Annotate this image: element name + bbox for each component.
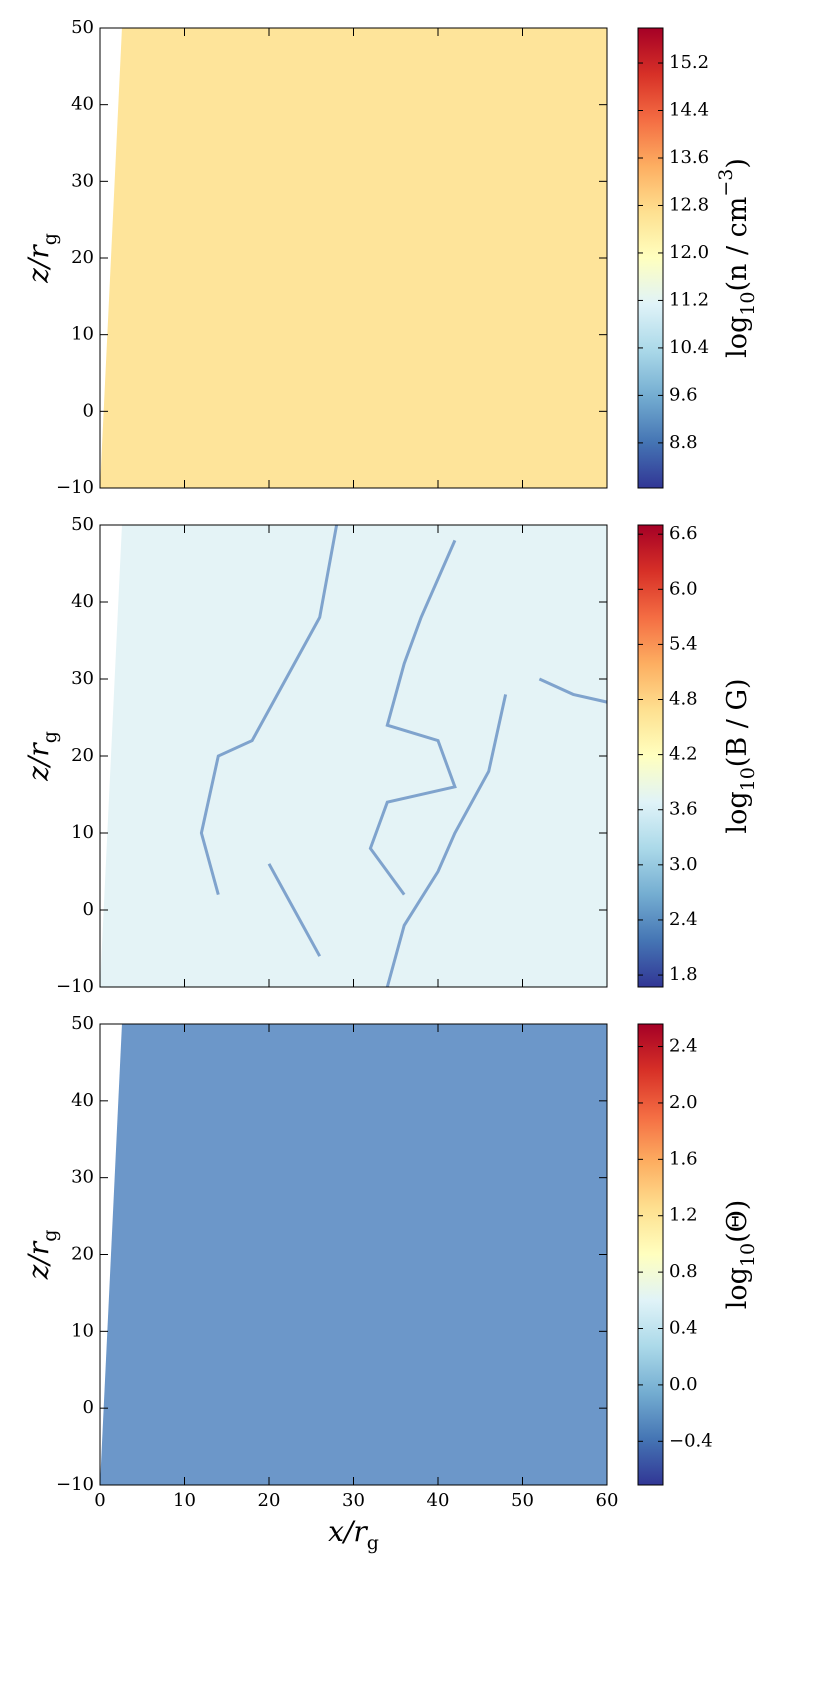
y-tick-label: −10 — [56, 976, 94, 997]
domain-edge — [100, 525, 122, 987]
colorbar-tick-label: 9.6 — [669, 384, 698, 405]
field-vein — [385, 694, 508, 987]
label-part: ) — [722, 158, 753, 169]
colorbar — [637, 524, 664, 988]
colorbar-tick-label: 1.6 — [669, 1148, 698, 1169]
colorbar-label: log10(Θ) — [722, 1200, 760, 1310]
y-tick-label: 30 — [71, 170, 94, 191]
colorbar-tick-label: 0.4 — [669, 1318, 698, 1339]
y-tick-label: 20 — [71, 745, 94, 766]
x-tick-label: 50 — [511, 1490, 534, 1511]
colorbar — [637, 1023, 664, 1486]
colorbar-tick-label: 1.8 — [669, 964, 698, 985]
colorbar-label: log10(B / G) — [722, 678, 760, 833]
colorbar-tick-label: 4.8 — [669, 689, 698, 710]
colorbar-tick-label: 13.6 — [669, 147, 709, 168]
y-tick-label: 0 — [83, 400, 94, 421]
label-part: (B / G) — [722, 678, 753, 767]
y-tick-label: 0 — [83, 899, 94, 920]
y-tick-label: 50 — [71, 17, 94, 38]
y-tick-label: 40 — [71, 1090, 94, 1111]
colorbar-tick-label: 0.0 — [669, 1374, 698, 1395]
x-tick-label: 20 — [258, 1490, 281, 1511]
colorbar — [637, 27, 664, 489]
colorbar-tick-label: 2.4 — [669, 909, 698, 930]
x-tick-label: 60 — [596, 1490, 619, 1511]
label-part: z/r — [22, 244, 55, 284]
x-tick-label: 10 — [173, 1490, 196, 1511]
y-tick-label: 40 — [71, 591, 94, 612]
y-tick-label: 20 — [71, 1244, 94, 1265]
colorbar-tick-label: 2.0 — [669, 1092, 698, 1113]
y-tick-label: 0 — [83, 1397, 94, 1418]
colorbar-tick-label: 15.2 — [669, 52, 709, 73]
label-part: g — [367, 1532, 379, 1554]
label-part: x/r — [328, 1515, 368, 1548]
field-region — [100, 525, 607, 987]
colorbar-tick-label: 3.6 — [669, 799, 698, 820]
label-part: log — [722, 791, 753, 833]
colorbar-tick-label: 12.0 — [669, 242, 709, 263]
colorbar-tick-label: 12.8 — [669, 194, 709, 215]
label-part: (Θ) — [722, 1200, 753, 1243]
x-tick-label: 30 — [342, 1490, 365, 1511]
field-region — [100, 1024, 607, 1485]
colorbar-tick-label: 10.4 — [669, 337, 709, 358]
y-axis-label: z/rg — [22, 731, 62, 782]
field-vein — [199, 525, 339, 895]
field-vein — [267, 863, 322, 957]
y-tick-label: 20 — [71, 247, 94, 268]
label-part: g — [39, 233, 61, 245]
y-tick-label: 30 — [71, 668, 94, 689]
y-tick-label: 50 — [71, 514, 94, 535]
colorbar-tick-label: −0.4 — [669, 1430, 713, 1451]
x-tick-label: 40 — [427, 1490, 450, 1511]
label-part: z/r — [22, 742, 55, 782]
field-vein — [368, 539, 457, 896]
y-tick-label: 10 — [71, 822, 94, 843]
colorbar-tick-label: 3.0 — [669, 854, 698, 875]
x-axis-label: x/rg — [328, 1515, 379, 1555]
y-axis-label: z/rg — [22, 1230, 62, 1281]
colorbar-tick-label: 1.2 — [669, 1205, 698, 1226]
domain-edge — [100, 1024, 122, 1485]
label-part: 10 — [737, 1243, 759, 1267]
field-region — [100, 28, 607, 488]
y-tick-label: 10 — [71, 324, 94, 345]
colorbar-tick-label: 14.4 — [669, 100, 709, 121]
label-part: g — [39, 731, 61, 743]
colorbar-tick-label: 6.0 — [669, 578, 698, 599]
y-tick-label: 50 — [71, 1013, 94, 1034]
colorbar-label: log10(n / cm−3) — [715, 158, 759, 358]
label-part: 10 — [737, 292, 759, 316]
field-vein — [538, 677, 607, 704]
colorbar-tick-label: 5.4 — [669, 633, 698, 654]
heatmap-field — [100, 525, 607, 987]
label-part: log — [722, 316, 753, 358]
y-tick-label: −10 — [56, 1474, 94, 1495]
label-part: g — [39, 1230, 61, 1242]
colorbar-tick-label: 2.4 — [669, 1036, 698, 1057]
label-part: −3 — [715, 169, 737, 197]
label-part: z/r — [22, 1240, 55, 1280]
colorbar-tick-label: 11.2 — [669, 289, 709, 310]
colorbar-tick-label: 0.8 — [669, 1261, 698, 1282]
y-axis-label: z/rg — [22, 233, 62, 284]
label-part: log — [722, 1267, 753, 1309]
colorbar-tick-label: 6.6 — [669, 523, 698, 544]
y-tick-label: 30 — [71, 1167, 94, 1188]
heatmap-field — [100, 28, 607, 488]
y-tick-label: 40 — [71, 94, 94, 115]
label-part: (n / cm — [722, 197, 753, 292]
x-tick-label: 0 — [94, 1490, 105, 1511]
domain-edge — [100, 28, 122, 488]
heatmap-field — [100, 1024, 607, 1485]
colorbar-tick-label: 4.2 — [669, 744, 698, 765]
label-part: 10 — [737, 767, 759, 791]
y-tick-label: 10 — [71, 1320, 94, 1341]
y-tick-label: −10 — [56, 477, 94, 498]
colorbar-tick-label: 8.8 — [669, 432, 698, 453]
